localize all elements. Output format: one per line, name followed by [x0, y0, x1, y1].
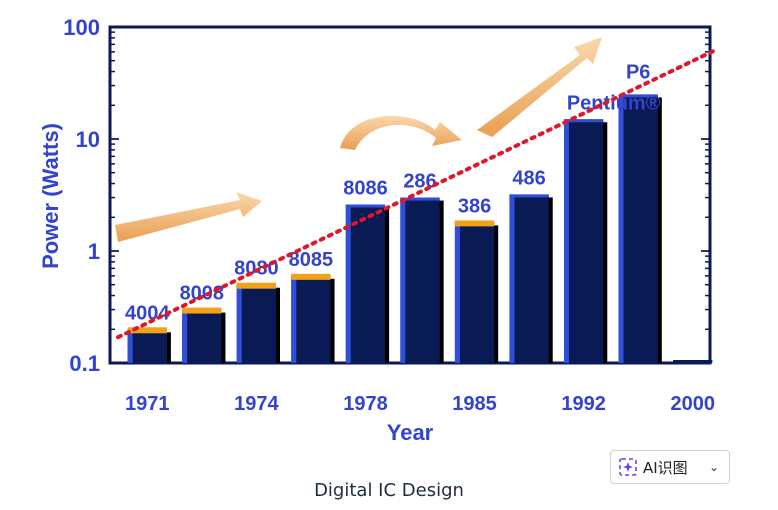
x-tick-label: 1974 — [234, 393, 279, 415]
bar-label: 286 — [403, 171, 436, 193]
bar-8085 — [291, 273, 335, 363]
y-tick-label: 100 — [63, 15, 100, 40]
figure-caption: Digital IC Design — [314, 480, 464, 501]
y-tick-label: 1 — [88, 239, 100, 264]
y-tick-label: 0.1 — [69, 351, 100, 376]
x-tick-label: 1992 — [561, 393, 606, 415]
chevron-down-icon: ⌄ — [708, 460, 719, 474]
bar-pentium — [564, 119, 608, 364]
curved-arrow-middle — [340, 115, 462, 150]
bar-label: 386 — [458, 195, 491, 217]
ai-button-label: AI识图 — [643, 458, 688, 477]
bar-label: 4004 — [125, 302, 170, 324]
x-tick-label: 1985 — [452, 393, 497, 415]
x-tick-label: 1971 — [125, 393, 170, 415]
bar-label: 486 — [512, 167, 545, 189]
x-axis-label: Year — [387, 420, 434, 445]
rising-arrow-left — [115, 192, 262, 242]
bar-label: P6 — [626, 61, 650, 83]
y-tick-label: 10 — [76, 127, 100, 152]
trend-arrows — [115, 37, 602, 242]
bar-label: 8008 — [180, 283, 225, 305]
bar-286 — [400, 197, 444, 363]
bar-4004 — [127, 327, 171, 363]
bar-label: 8086 — [343, 178, 388, 200]
x-tick-label: 1978 — [343, 393, 388, 415]
bar-386 — [454, 220, 499, 363]
bar-label: Pentium® — [567, 92, 661, 114]
bar-label: 8085 — [289, 249, 334, 271]
bar-486 — [509, 194, 553, 363]
bar-8086 — [345, 204, 390, 363]
bar-p6 — [618, 94, 662, 363]
bar-2000-stub — [673, 360, 713, 363]
rising-arrow-right — [477, 37, 602, 137]
x-tick-label: 2000 — [670, 393, 715, 415]
ai-recognize-button[interactable]: AI识图 ⌄ — [610, 450, 730, 484]
power-chart: Power (Watts) Year 400480088080808580862… — [38, 15, 717, 445]
trend-line — [116, 48, 717, 340]
y-axis-label: Power (Watts) — [38, 123, 63, 269]
bar-8008 — [182, 307, 226, 363]
bar-8080 — [236, 282, 280, 363]
ai-sparkle-icon — [619, 458, 637, 476]
